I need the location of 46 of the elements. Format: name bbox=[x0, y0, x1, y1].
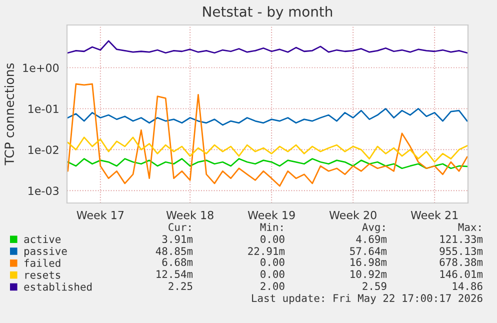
text: 14.86 bbox=[452, 282, 482, 290]
text: 16.98m bbox=[350, 258, 387, 266]
text: 0.00 bbox=[260, 258, 284, 266]
text: 0.00 bbox=[260, 235, 284, 244]
legend-label: resets bbox=[25, 271, 60, 279]
text: 3.91m bbox=[162, 235, 193, 244]
text: Cur: bbox=[168, 223, 190, 232]
line-series bbox=[67, 83, 468, 187]
x-tick-label: Week 18 bbox=[166, 210, 214, 220]
text: 22.91m bbox=[248, 247, 285, 256]
text: 678.38m bbox=[440, 258, 483, 266]
text: 6.68m bbox=[162, 258, 193, 266]
text: 2.25 bbox=[168, 282, 192, 290]
text: 12.54m bbox=[156, 270, 193, 278]
text: Last update: Fri May 22 17:00:17 2026 bbox=[252, 294, 482, 304]
x-tick-label: Week 19 bbox=[248, 210, 295, 220]
legend-label: established bbox=[24, 282, 92, 291]
text: 121.33m bbox=[440, 235, 483, 244]
text: 955.13m bbox=[440, 247, 483, 256]
text: 48.85m bbox=[156, 247, 193, 256]
line-series bbox=[67, 40, 468, 54]
legend-label: active bbox=[24, 235, 61, 244]
text: 4.69m bbox=[356, 235, 387, 244]
text: Avg: bbox=[362, 223, 384, 234]
line-series bbox=[67, 136, 468, 163]
y-axis-title: TCP connections bbox=[4, 63, 14, 166]
y-tick-label: 1e+00 bbox=[23, 64, 59, 72]
text: 0.00 bbox=[260, 270, 284, 278]
text: Max: bbox=[458, 223, 480, 232]
text: 2.00 bbox=[260, 282, 284, 290]
text: 57.64m bbox=[350, 247, 387, 256]
text: 146.01m bbox=[440, 270, 483, 278]
text: 10.92m bbox=[350, 270, 387, 278]
line-series bbox=[67, 158, 468, 170]
x-tick-label: Week 20 bbox=[329, 210, 376, 220]
x-tick-label: Week 17 bbox=[76, 210, 124, 220]
text: Min: bbox=[260, 222, 282, 231]
x-tick-label: Week 21 bbox=[410, 210, 458, 220]
y-tick-label: 1e-02 bbox=[28, 146, 58, 154]
chart-title: Netstat - by month bbox=[203, 6, 332, 20]
text: 2.59 bbox=[362, 282, 386, 290]
y-tick-label: 1e-03 bbox=[28, 186, 58, 196]
line-series bbox=[67, 108, 468, 126]
legend-label: passive bbox=[24, 246, 67, 258]
y-tick-label: 1e-01 bbox=[28, 104, 58, 114]
legend-label: failed bbox=[24, 258, 60, 267]
